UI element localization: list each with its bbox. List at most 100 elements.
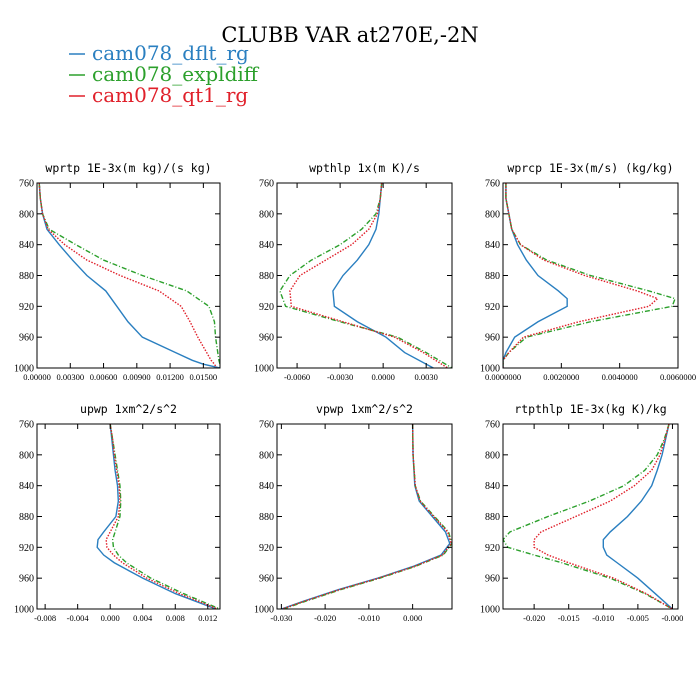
x-tick-label: 0.012 bbox=[198, 613, 217, 623]
y-tick-label: 800 bbox=[19, 209, 34, 220]
y-tick-label: 800 bbox=[259, 450, 274, 461]
figure-title: CLUBB VAR at270E,-2N bbox=[221, 23, 478, 47]
x-tick-label: 0.000 bbox=[403, 613, 422, 623]
y-tick-label: 800 bbox=[259, 209, 274, 220]
y-tick-label: 960 bbox=[259, 333, 274, 344]
legend-label: cam078_qt1_rg bbox=[92, 83, 248, 107]
x-tick-label: 0.00900 bbox=[123, 372, 151, 382]
x-tick-label: 0.01500 bbox=[190, 372, 218, 382]
chart-panel: upwp 1xm^2/s^27608008408809209601000-0.0… bbox=[14, 402, 221, 623]
y-tick-label: 1000 bbox=[254, 605, 274, 616]
panel-title: wprtp 1E-3x(m kg)/(s kg) bbox=[45, 161, 211, 175]
y-tick-label: 880 bbox=[259, 271, 274, 282]
series-line bbox=[503, 183, 659, 368]
y-tick-label: 920 bbox=[485, 543, 500, 554]
series-line bbox=[503, 424, 673, 609]
y-tick-label: 880 bbox=[259, 512, 274, 523]
chart-panel: vpwp 1xm^2/s^27608008408809209601000-0.0… bbox=[254, 402, 453, 623]
y-tick-label: 800 bbox=[485, 450, 500, 461]
y-tick-label: 760 bbox=[19, 179, 34, 190]
y-tick-label: 760 bbox=[485, 179, 500, 190]
x-tick-label: 0.000 bbox=[101, 613, 120, 623]
chart-panel: wprcp 1E-3x(m/s) (kg/kg) 760 800 840 880 920 9… bbox=[480, 161, 696, 382]
series-line bbox=[105, 424, 218, 609]
y-tick-label: 760 bbox=[259, 420, 274, 431]
series-line bbox=[602, 424, 673, 609]
y-tick-label: 1000 bbox=[480, 605, 500, 616]
y-tick-label: 840 bbox=[259, 481, 274, 492]
x-tick-label: 0.0030 bbox=[414, 372, 437, 382]
y-tick-label: 960 bbox=[259, 574, 274, 585]
x-tick-label: -0.015 bbox=[558, 613, 580, 623]
y-tick-label: 960 bbox=[19, 333, 34, 344]
x-tick-label: 0.00000 bbox=[23, 372, 51, 382]
x-tick-label: -0.005 bbox=[627, 613, 649, 623]
x-tick-label: 0.00600 bbox=[90, 372, 118, 382]
chart-panel: wpthlp 1x(m K)/s 760 800 840 880 920 960 1000 -0… bbox=[254, 161, 453, 382]
x-tick-label: 0.004 bbox=[133, 613, 153, 623]
y-tick-label: 840 bbox=[485, 481, 500, 492]
y-tick-label: 760 bbox=[259, 179, 274, 190]
legend-item: cam078_dflt_rg bbox=[69, 41, 249, 65]
x-tick-label: -0.0060 bbox=[284, 372, 310, 382]
panel-title: upwp 1xm^2/s^2 bbox=[80, 402, 177, 416]
x-tick-label: 0.0000 bbox=[371, 372, 394, 382]
x-tick-label: -0.020 bbox=[314, 613, 336, 623]
series-line bbox=[503, 183, 677, 368]
x-tick-label: -0.0030 bbox=[327, 372, 353, 382]
y-tick-label: 880 bbox=[485, 271, 500, 282]
y-tick-label: 760 bbox=[19, 420, 34, 431]
y-tick-label: 760 bbox=[485, 420, 500, 431]
x-tick-label: -0.000 bbox=[661, 613, 683, 623]
y-tick-label: 1000 bbox=[480, 364, 500, 375]
series-line bbox=[279, 183, 452, 368]
legend-item: cam078_expldiff bbox=[69, 62, 260, 86]
legend-label: cam078_dflt_rg bbox=[92, 41, 249, 65]
x-tick-label: 0.0000000 bbox=[485, 372, 521, 382]
series-line bbox=[332, 183, 434, 368]
y-tick-label: 840 bbox=[19, 240, 34, 251]
y-tick-label: 840 bbox=[485, 240, 500, 251]
panel-title: rtpthlp 1E-3x(kg K)/kg bbox=[514, 402, 666, 416]
x-tick-label: 0.0060000 bbox=[660, 372, 696, 382]
x-tick-label: 0.01200 bbox=[156, 372, 184, 382]
series-line bbox=[283, 424, 452, 609]
y-tick-label: 1000 bbox=[254, 364, 274, 375]
y-tick-label: 920 bbox=[259, 543, 274, 554]
x-tick-label: 0.008 bbox=[166, 613, 185, 623]
y-tick-label: 1000 bbox=[14, 605, 34, 616]
y-tick-label: 920 bbox=[19, 543, 34, 554]
panels-grid: wprtp 1E-3x(m kg)/(s kg) 760 800 840 880 920 9… bbox=[14, 161, 696, 623]
series-line bbox=[109, 424, 220, 609]
legend-label: cam078_expldiff bbox=[92, 62, 260, 86]
series-line bbox=[96, 424, 217, 609]
panel-title: vpwp 1xm^2/s^2 bbox=[316, 402, 413, 416]
series-line bbox=[38, 183, 218, 368]
y-tick-label: 880 bbox=[19, 271, 34, 282]
y-tick-label: 960 bbox=[19, 574, 34, 585]
y-tick-label: 800 bbox=[485, 209, 500, 220]
x-tick-label: -0.030 bbox=[270, 613, 292, 623]
legend-item: cam078_qt1_rg bbox=[69, 83, 248, 107]
y-tick-label: 960 bbox=[485, 574, 500, 585]
series-line bbox=[289, 183, 449, 368]
x-tick-label: 0.0040000 bbox=[602, 372, 638, 382]
y-tick-label: 880 bbox=[19, 512, 34, 523]
y-tick-label: 1000 bbox=[14, 364, 34, 375]
y-tick-label: 880 bbox=[485, 512, 500, 523]
x-tick-label: -0.008 bbox=[34, 613, 56, 623]
x-tick-label: 0.0020000 bbox=[543, 372, 579, 382]
panel-title: wprcp 1E-3x(m/s) (kg/kg) bbox=[507, 161, 673, 175]
y-tick-label: 920 bbox=[259, 302, 274, 313]
x-tick-label: -0.004 bbox=[67, 613, 90, 623]
chart-panel: wprtp 1E-3x(m kg)/(s kg) 760 800 840 880 920 9… bbox=[14, 161, 221, 382]
x-tick-label: 0.00300 bbox=[56, 372, 84, 382]
y-tick-label: 920 bbox=[485, 302, 500, 313]
y-tick-label: 920 bbox=[19, 302, 34, 313]
x-tick-label: -0.010 bbox=[358, 613, 380, 623]
x-tick-label: -0.020 bbox=[523, 613, 545, 623]
panel-title: wpthlp 1x(m K)/s bbox=[309, 161, 420, 175]
y-tick-label: 800 bbox=[19, 450, 34, 461]
